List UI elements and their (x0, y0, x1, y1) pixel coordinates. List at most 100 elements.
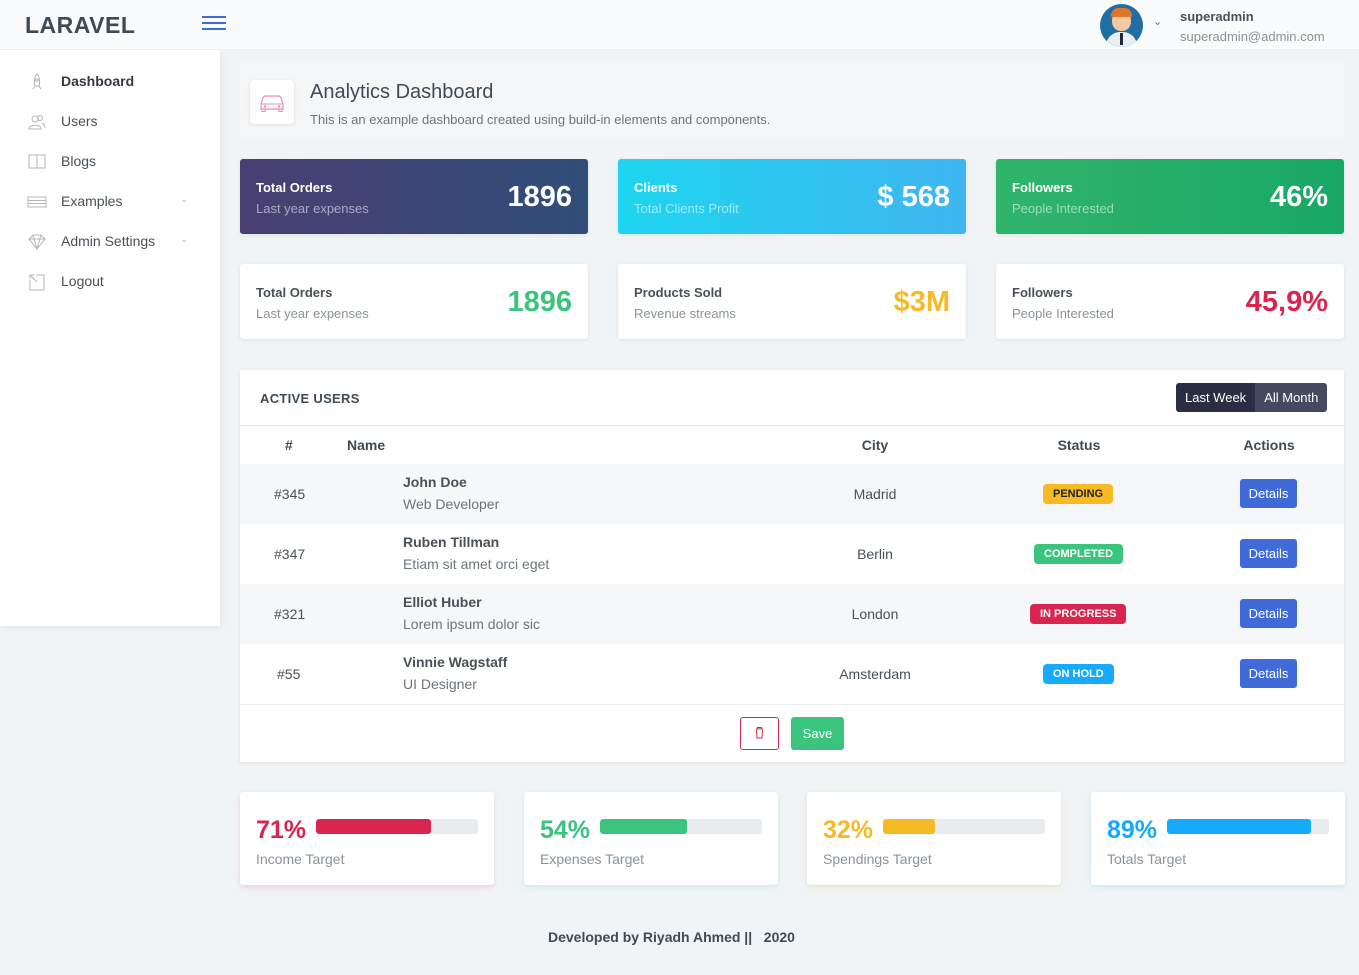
stat-subheading: Total Clients Profit (634, 201, 739, 216)
stat-value: 45,9% (1245, 286, 1328, 318)
list-icon (27, 196, 47, 208)
table-row: #321 Elliot Huber Lorem ipsum dolor sic … (240, 584, 1344, 644)
details-button[interactable]: Details (1240, 479, 1297, 508)
column-header-id: # (285, 437, 293, 453)
period-filter: Last Week All Month (1176, 383, 1328, 412)
page-subtitle: This is an example dashboard created usi… (310, 112, 771, 127)
stat-subheading: Revenue streams (634, 306, 736, 321)
stat-heading: Total Orders (256, 285, 333, 300)
footer-credit: Developed by Riyadh Ahmed || 2020 (548, 929, 795, 945)
sidebar-item-dashboard[interactable]: Dashboard (0, 66, 220, 98)
all-month-button[interactable]: All Month (1255, 383, 1328, 412)
row-role: Lorem ipsum dolor sic (403, 616, 540, 632)
target-card-income: 71% Income Target (240, 792, 494, 885)
target-label: Expenses Target (540, 851, 645, 867)
app-logo[interactable]: LARAVEL (25, 12, 136, 38)
details-button[interactable]: Details (1240, 539, 1297, 568)
row-name: Elliot Huber (403, 594, 482, 610)
target-value: 89% (1107, 816, 1158, 844)
row-role: UI Designer (403, 676, 477, 692)
row-role: Web Developer (403, 496, 500, 512)
details-button[interactable]: Details (1240, 659, 1297, 688)
row-city: Amsterdam (839, 666, 911, 682)
page-title-bar: Analytics Dashboard This is an example d… (240, 63, 1344, 139)
target-card-totals: 89% Totals Target (1091, 792, 1345, 885)
target-card-expenses: 54% Expenses Target (524, 792, 778, 885)
progress-bar (1167, 819, 1329, 834)
stat-card-total-orders-2: Total Orders Last year expenses 1896 (240, 264, 588, 339)
rocket-icon (32, 73, 42, 90)
stat-card-clients: Clients Total Clients Profit $ 568 (618, 159, 966, 234)
chevron-down-icon[interactable]: ⌄ (1153, 16, 1163, 28)
row-city: Berlin (857, 546, 893, 562)
sidebar-item-label: Users (61, 113, 98, 129)
divider (240, 425, 1344, 426)
progress-fill (883, 819, 935, 834)
details-button[interactable]: Details (1240, 599, 1297, 628)
row-name: Ruben Tillman (403, 534, 500, 550)
chevron-down-icon: ⌄ (180, 194, 189, 205)
sidebar-item-blogs[interactable]: Blogs (0, 146, 220, 178)
progress-fill (316, 819, 432, 834)
row-role: Etiam sit amet orci eget (403, 556, 550, 572)
stat-subheading: Last year expenses (256, 201, 369, 216)
stat-heading: Products Sold (634, 285, 723, 300)
row-name: John Doe (403, 474, 467, 490)
stat-subheading: Last year expenses (256, 306, 369, 321)
column-header-status: Status (1057, 437, 1101, 453)
book-icon (28, 154, 46, 169)
row-id: #321 (274, 606, 306, 622)
row-city: London (851, 606, 899, 622)
stat-subheading: People Interested (1012, 306, 1114, 321)
target-label: Totals Target (1107, 851, 1187, 867)
stat-heading: Total Orders (256, 180, 333, 195)
row-name: Vinnie Wagstaff (403, 654, 508, 670)
stat-value: $ 568 (877, 181, 950, 213)
users-icon (28, 115, 46, 130)
target-value: 54% (540, 816, 591, 844)
sidebar-item-label: Dashboard (61, 73, 135, 89)
stat-value: $3M (893, 286, 950, 318)
stat-heading: Followers (1012, 285, 1073, 300)
status-badge: ON HOLD (1043, 664, 1114, 684)
user-avatar[interactable] (1100, 4, 1143, 47)
sidebar-item-logout[interactable]: Logout (0, 266, 220, 298)
sidebar-item-label: Admin Settings (61, 233, 156, 249)
title-icon-box (250, 80, 294, 124)
target-label: Income Target (256, 851, 345, 867)
row-id: #345 (274, 486, 306, 502)
table-row: #55 Vinnie Wagstaff UI Designer Amsterda… (240, 644, 1344, 704)
page-title: Analytics Dashboard (310, 81, 494, 103)
sidebar-item-label: Examples (61, 193, 123, 209)
stat-card-total-orders: Total Orders Last year expenses 1896 (240, 159, 588, 234)
user-name: superadmin (1180, 9, 1254, 24)
sidebar-item-examples[interactable]: Examples ⌄ (0, 186, 220, 218)
progress-fill (600, 819, 688, 834)
stat-card-followers: Followers People Interested 46% (996, 159, 1344, 234)
progress-bar (600, 819, 762, 834)
status-badge: PENDING (1043, 484, 1114, 504)
active-users-title: ACTIVE USERS (260, 391, 360, 406)
target-value: 32% (823, 816, 874, 844)
sidebar-item-label: Blogs (61, 153, 97, 169)
progress-fill (1167, 819, 1312, 834)
last-week-button[interactable]: Last Week (1176, 383, 1256, 412)
sidebar-item-users[interactable]: Users (0, 106, 220, 138)
stat-value: 46% (1269, 181, 1328, 213)
target-value: 71% (256, 816, 307, 844)
hamburger-menu-icon[interactable] (202, 16, 226, 32)
active-users-card: ACTIVE USERS Last Week All Month # Name … (240, 370, 1344, 762)
progress-bar (316, 819, 478, 834)
status-badge: COMPLETED (1034, 544, 1124, 564)
column-header-name: Name (347, 437, 386, 453)
progress-bar (883, 819, 1045, 834)
stat-value: 1896 (507, 181, 572, 213)
stat-card-products-sold: Products Sold Revenue streams $3M (618, 264, 966, 339)
delete-button[interactable] (740, 717, 779, 750)
save-button[interactable]: Save (791, 717, 844, 750)
logout-icon (29, 274, 45, 291)
table-row: #345 John Doe Web Developer Madrid PENDI… (240, 464, 1344, 524)
column-header-actions: Actions (1243, 437, 1295, 453)
sidebar-item-admin-settings[interactable]: Admin Settings ⌄ (0, 226, 220, 258)
stat-card-followers-2: Followers People Interested 45,9% (996, 264, 1344, 339)
